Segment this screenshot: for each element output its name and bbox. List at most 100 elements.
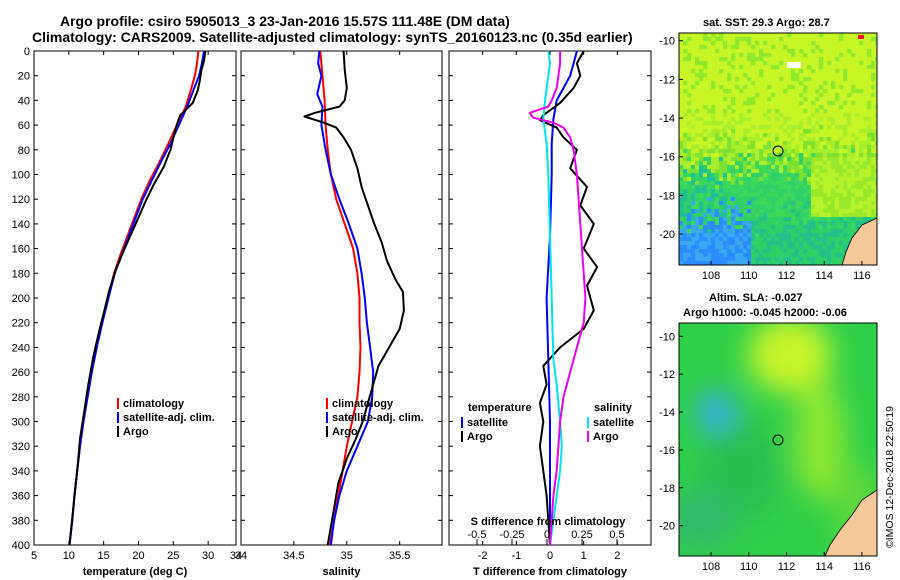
sst-pixel [703,181,708,186]
sst-pixel [707,201,712,206]
sst-pixel [807,229,812,234]
sst-pixel [715,233,720,238]
sst-pixel [791,49,796,54]
sst-pixel [719,33,724,38]
sst-pixel [771,169,776,174]
sst-pixel [839,85,844,90]
sst-pixel [723,233,728,238]
sst-pixel [703,261,708,265]
sst-pixel [739,225,744,230]
sst-pixel [795,213,800,218]
sst-pixel [739,189,744,194]
sst-pixel [775,165,780,170]
sst-pixel [843,233,848,238]
sst-pixel [783,193,788,198]
sst-pixel [815,177,820,182]
sst-pixel [699,181,704,186]
sst-pixel [839,161,844,166]
sst-pixel [863,189,868,194]
sst-pixel [811,233,816,238]
sst-pixel [691,213,696,218]
sst-pixel [859,185,864,190]
sst-pixel [855,169,860,174]
sst-pixel [775,229,780,234]
sst-pixel [779,165,784,170]
sst-pixel [707,37,712,42]
sst-pixel [831,169,836,174]
sst-pixel [747,169,752,174]
sst-pixel [727,229,732,234]
sst-pixel [695,193,700,198]
sst-pixel [743,237,748,242]
sst-pixel [747,185,752,190]
sst-pixel [779,257,784,262]
sst-pixel [823,165,828,170]
sst-pixel [803,161,808,166]
sst-pixel [719,229,724,234]
sst-pixel [815,249,820,254]
sst-pixel [787,85,792,90]
sst-pixel [683,241,688,246]
sst-pixel [847,121,852,126]
sst-pixel [751,97,756,102]
sst-pixel [727,257,732,262]
sst-pixel [795,153,800,158]
sst-pixel [711,197,716,202]
sst-pixel [771,233,776,238]
sst-pixel [759,193,764,198]
sst-pixel [755,213,760,218]
sst-pixel [775,225,780,230]
sst-pixel [711,157,716,162]
sst-pixel [695,213,700,218]
sst-pixel [875,177,877,182]
sst-pixel [811,41,816,46]
sst-pixel [703,161,708,166]
sst-pixel [831,173,836,178]
sst-pixel [819,57,824,62]
sst-pixel [703,177,708,182]
sst-pixel [847,165,852,170]
legend-label: climatology [123,398,185,410]
sst-pixel [731,237,736,242]
depth-tick-label: 200 [12,293,30,305]
sst-pixel [779,125,784,130]
sst-pixel [711,165,716,170]
sst-pixel [711,241,716,246]
x-tick-label: 35 [341,550,353,562]
sst-pixel [875,157,877,162]
sst-pixel [759,229,764,234]
sst-pixel [743,217,748,222]
sst-pixel [831,201,836,206]
sst-pixel [739,237,744,242]
sst-pixel [707,109,712,114]
sst-pixel [875,165,877,170]
sst-pixel [719,121,724,126]
sst-pixel [871,77,876,82]
sst-pixel [767,213,772,218]
sst-pixel [723,193,728,198]
sst-pixel [791,165,796,170]
sst-pixel [715,257,720,262]
sst-pixel [719,249,724,254]
sst-pixel [811,201,816,206]
sst-pixel [831,85,836,90]
sst-pixel [823,201,828,206]
legend-label: Argo [467,431,493,443]
sst-pixel [799,209,804,214]
sst-pixel [791,53,796,58]
sst-pixel [811,189,816,194]
sst-pixel [763,53,768,58]
sst-pixel [743,245,748,250]
sst-pixel [763,249,768,254]
sst-pixel [799,161,804,166]
sst-pixel [787,213,792,218]
sst-pixel [803,177,808,182]
sst-pixel [775,145,780,150]
sst-pixel [755,41,760,46]
sst-pixel [823,205,828,210]
sst-pixel [755,153,760,158]
sst-pixel [839,241,844,246]
sst-pixel [703,233,708,238]
sst-pixel [747,157,752,162]
sst-pixel [731,257,736,262]
